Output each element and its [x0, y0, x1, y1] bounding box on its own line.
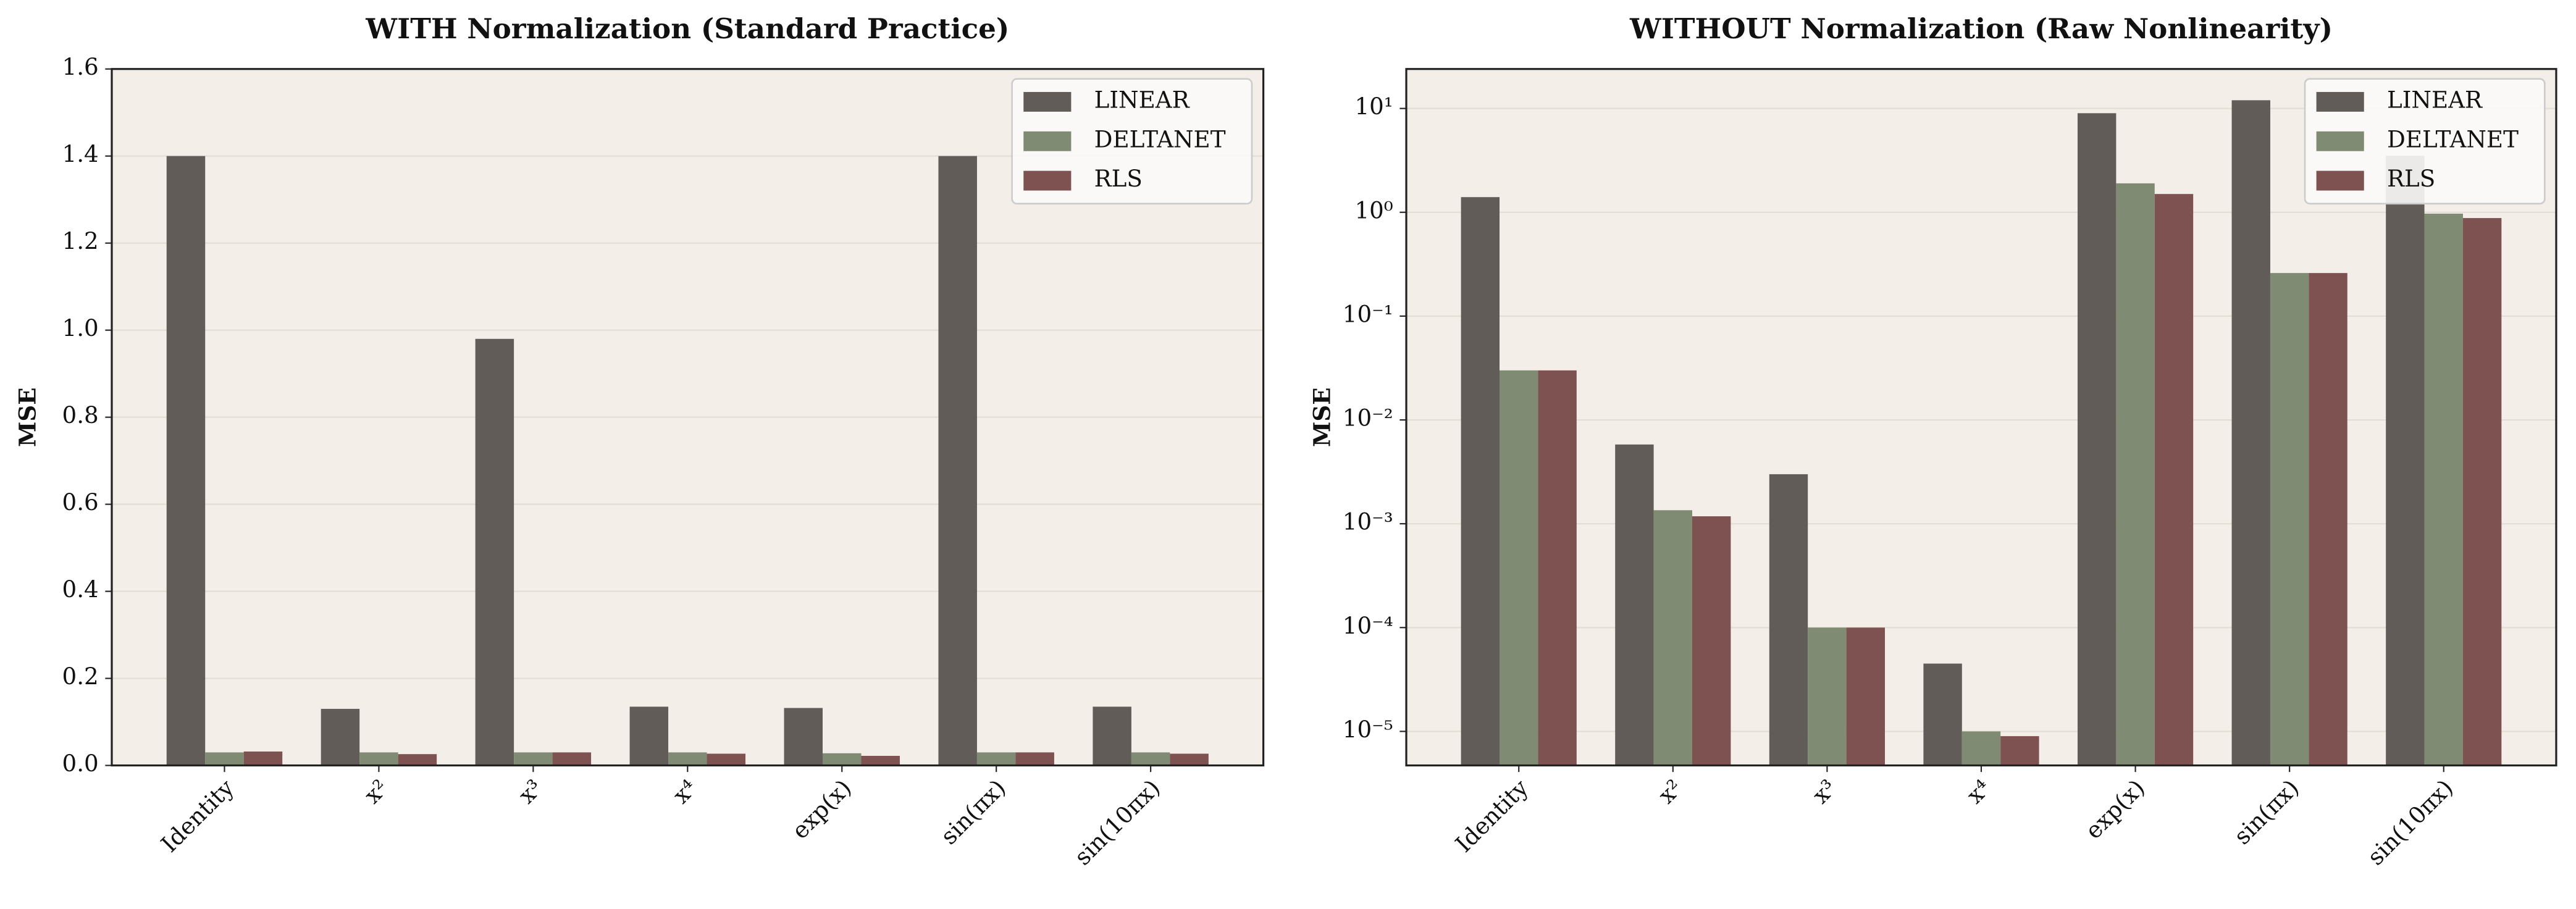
- legend-label: LINEAR: [1094, 86, 1190, 113]
- y-axis-label: MSE: [1309, 387, 1336, 446]
- x-tick-label: x⁴: [1961, 774, 1996, 809]
- bar: [398, 754, 437, 766]
- legend-box: [2304, 78, 2546, 205]
- bar: [1500, 370, 1538, 766]
- y-tick-label: 10⁻⁴: [1343, 612, 1393, 639]
- y-tick-label: 10¹: [1354, 93, 1393, 120]
- bar: [1015, 752, 1054, 766]
- y-tick-label: 0.8: [62, 401, 99, 429]
- x-tick-label: sin(10πx): [2362, 774, 2458, 870]
- legend-label: DELTANET: [1094, 125, 1226, 153]
- legend-swatch: [1023, 91, 1072, 112]
- bar: [514, 752, 553, 766]
- bar: [2386, 156, 2425, 766]
- bar: [1461, 197, 1500, 766]
- bar: [243, 751, 283, 766]
- bar: [2424, 213, 2463, 766]
- legend-swatch: [2316, 131, 2364, 151]
- legend-label: DELTANET: [2387, 125, 2519, 153]
- bar: [1615, 444, 1654, 766]
- bar: [1653, 510, 1693, 766]
- chart-title: WITHOUT Normalization (Raw Nonlinearity): [1629, 12, 2333, 45]
- y-tick-label: 10⁻³: [1343, 508, 1393, 535]
- legend-swatch: [2316, 170, 2364, 191]
- bar: [1170, 753, 1209, 766]
- y-tick-label: 1.0: [62, 314, 99, 341]
- x-tick-label: sin(10πx): [1069, 774, 1165, 870]
- y-axis-label: MSE: [14, 387, 41, 446]
- bar: [166, 156, 206, 766]
- bar: [1131, 752, 1170, 766]
- bar: [1093, 706, 1131, 766]
- x-tick-label: exp(x): [2080, 774, 2150, 844]
- legend-swatch: [1023, 131, 1072, 151]
- bar: [1923, 663, 1962, 766]
- legend-swatch: [2316, 91, 2364, 112]
- x-tick-label: sin(πx): [2228, 774, 2304, 850]
- bar: [205, 752, 244, 766]
- bar: [629, 706, 669, 766]
- y-tick-label: 10⁻⁵: [1343, 716, 1393, 743]
- y-tick-label: 0.6: [62, 488, 99, 516]
- bar: [1808, 627, 1847, 766]
- x-tick-label: sin(πx): [935, 774, 1011, 850]
- y-tick-label: 10⁰: [1354, 196, 1393, 224]
- bar: [668, 752, 707, 766]
- axes-frame: [111, 68, 1265, 767]
- bar: [976, 752, 1016, 766]
- bar: [707, 753, 746, 766]
- bar: [2462, 218, 2502, 766]
- bar: [1692, 516, 1731, 766]
- bar: [823, 753, 862, 766]
- bar: [2077, 113, 2117, 766]
- bar: [475, 338, 514, 766]
- y-tick-label: 10⁻²: [1343, 404, 1393, 432]
- y-tick-label: 1.2: [62, 227, 99, 254]
- bar: [359, 752, 398, 766]
- y-tick-label: 1.4: [62, 140, 99, 167]
- bar: [1846, 627, 1885, 766]
- x-tick-label: Identity: [1450, 774, 1533, 857]
- bar: [2309, 273, 2347, 766]
- x-tick-label: x³: [513, 774, 548, 809]
- chart-title: WITH Normalization (Standard Practice): [365, 12, 1009, 45]
- legend-label: RLS: [1094, 165, 1143, 192]
- bar: [784, 708, 823, 766]
- bar: [321, 708, 360, 766]
- bar: [1769, 474, 1808, 766]
- x-tick-label: x²: [1653, 774, 1688, 809]
- x-tick-label: x²: [359, 774, 394, 809]
- bar: [1538, 370, 1577, 766]
- x-tick-label: Identity: [156, 774, 239, 857]
- bar: [2270, 273, 2309, 766]
- legend-box: [1011, 78, 1253, 205]
- bar: [1961, 731, 2001, 766]
- bar: [2000, 736, 2039, 766]
- y-tick-label: 0.2: [62, 663, 99, 690]
- y-tick-label: 1.6: [62, 53, 99, 80]
- y-tick-label: 0.0: [62, 750, 99, 777]
- x-tick-label: x⁴: [668, 774, 703, 809]
- y-tick-label: 0.4: [62, 576, 99, 603]
- x-tick-label: exp(x): [786, 774, 857, 844]
- y-tick-label: 10⁻¹: [1343, 300, 1393, 327]
- bar: [2154, 194, 2194, 766]
- bar: [2231, 100, 2270, 766]
- bar: [938, 156, 977, 766]
- bar: [2116, 183, 2155, 766]
- axes-frame: [1405, 68, 2557, 767]
- legend-label: RLS: [2387, 165, 2435, 192]
- legend-label: LINEAR: [2387, 86, 2483, 113]
- x-tick-label: x³: [1807, 774, 1842, 809]
- bar: [552, 752, 592, 766]
- bar: [861, 756, 900, 766]
- legend-swatch: [1023, 170, 1072, 191]
